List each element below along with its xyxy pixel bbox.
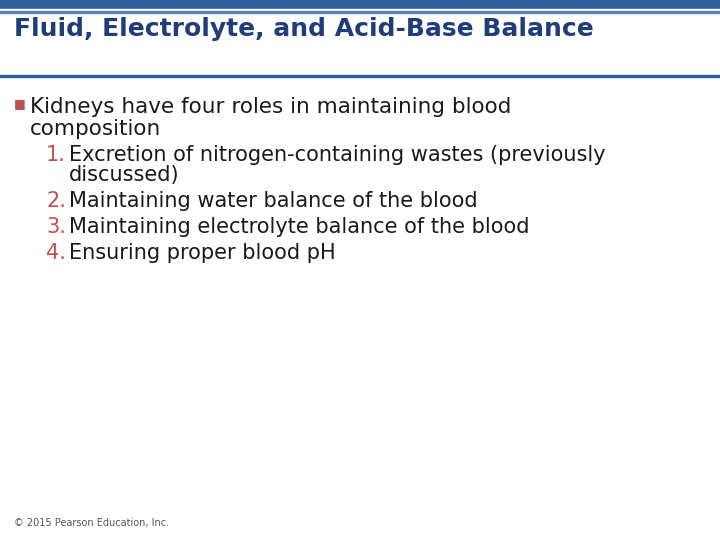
Bar — [0, 0, 720, 9]
Text: ■: ■ — [14, 97, 26, 110]
Text: 4.: 4. — [46, 243, 66, 263]
Text: Maintaining water balance of the blood: Maintaining water balance of the blood — [69, 191, 477, 211]
Text: Kidneys have four roles in maintaining blood: Kidneys have four roles in maintaining b… — [30, 97, 511, 117]
Text: 1.: 1. — [46, 145, 66, 165]
Bar — [0, 75, 720, 77]
Text: Maintaining electrolyte balance of the blood: Maintaining electrolyte balance of the b… — [69, 217, 529, 237]
Bar — [0, 9, 720, 11]
Text: Excretion of nitrogen-containing wastes (previously: Excretion of nitrogen-containing wastes … — [69, 145, 606, 165]
Text: Ensuring proper blood pH: Ensuring proper blood pH — [69, 243, 336, 263]
Text: © 2015 Pearson Education, Inc.: © 2015 Pearson Education, Inc. — [14, 518, 169, 528]
Bar — [0, 11, 720, 13]
Text: discussed): discussed) — [69, 165, 179, 185]
Text: Fluid, Electrolyte, and Acid-Base Balance: Fluid, Electrolyte, and Acid-Base Balanc… — [14, 17, 594, 41]
Text: composition: composition — [30, 119, 161, 139]
Text: 3.: 3. — [46, 217, 66, 237]
Text: 2.: 2. — [46, 191, 66, 211]
